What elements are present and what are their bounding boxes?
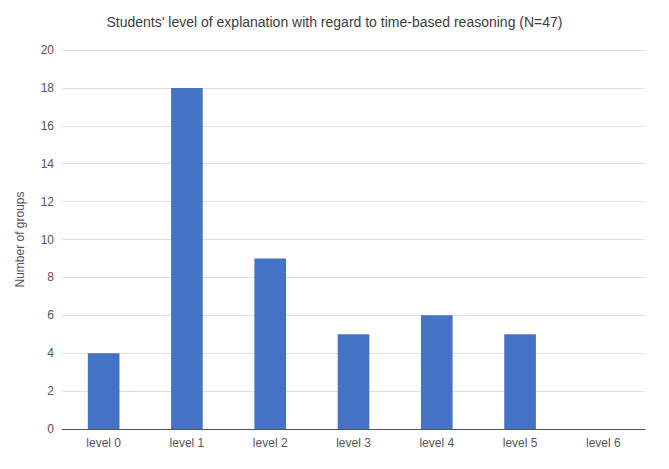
- svg-text:level 6: level 6: [586, 436, 621, 450]
- svg-text:4: 4: [47, 346, 54, 360]
- svg-text:level 4: level 4: [419, 436, 454, 450]
- svg-text:20: 20: [41, 43, 55, 57]
- svg-text:Students' level of explanation: Students' level of explanation with rega…: [107, 14, 563, 30]
- svg-text:0: 0: [47, 422, 54, 436]
- svg-text:8: 8: [47, 270, 54, 284]
- svg-text:18: 18: [41, 81, 55, 95]
- svg-text:2: 2: [47, 384, 54, 398]
- svg-text:Number of groups: Number of groups: [13, 191, 27, 287]
- svg-text:level 5: level 5: [503, 436, 538, 450]
- svg-text:level 1: level 1: [170, 436, 205, 450]
- svg-text:14: 14: [41, 157, 55, 171]
- svg-text:level 0: level 0: [86, 436, 121, 450]
- svg-text:10: 10: [41, 233, 55, 247]
- svg-text:level 2: level 2: [253, 436, 288, 450]
- svg-text:level 3: level 3: [336, 436, 371, 450]
- svg-text:12: 12: [41, 195, 55, 209]
- svg-text:16: 16: [41, 119, 55, 133]
- svg-text:6: 6: [47, 308, 54, 322]
